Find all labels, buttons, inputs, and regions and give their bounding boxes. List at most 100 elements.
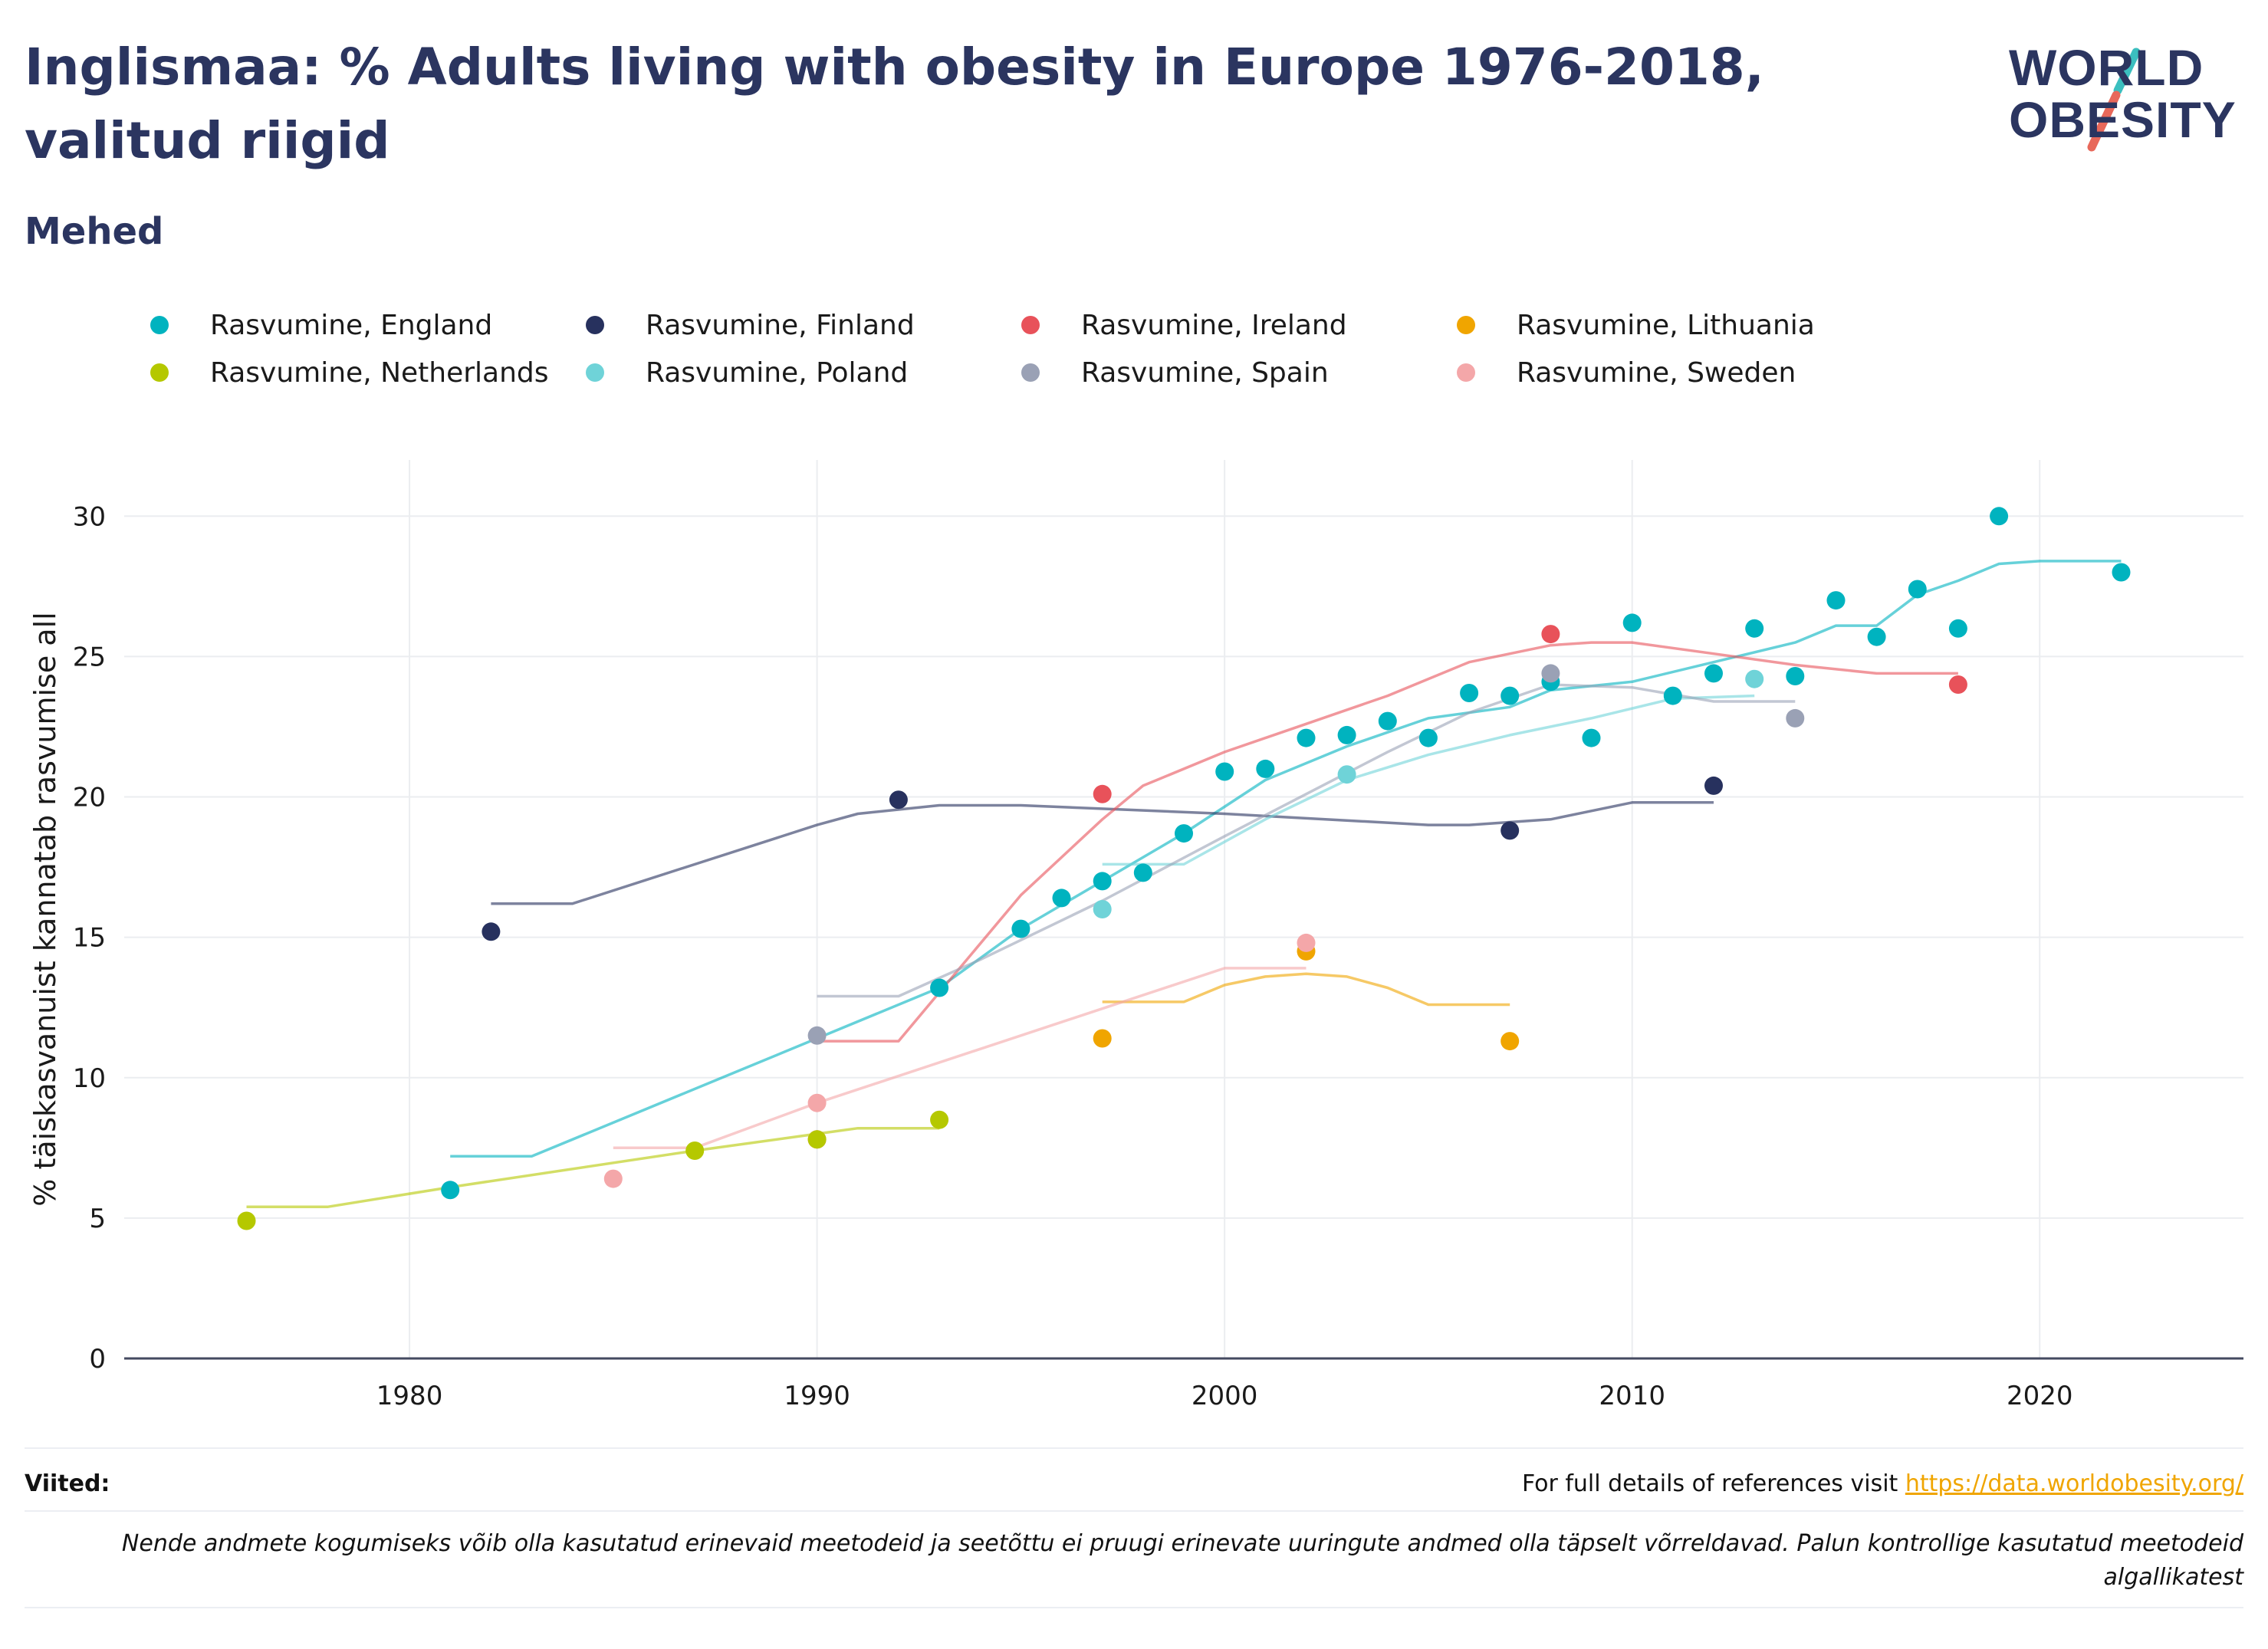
data-point [1175, 824, 1193, 843]
legend-item[interactable]: Rasvumine, Netherlands [150, 351, 549, 394]
data-point [930, 978, 949, 997]
data-point [1133, 863, 1152, 882]
data-point [1093, 900, 1112, 918]
series-trend-line [1102, 694, 1755, 866]
data-point [1500, 686, 1520, 705]
methods-note: Nende andmete kogumiseks võib olla kasut… [121, 1530, 2243, 1591]
legend-item[interactable]: Rasvumine, Sweden [1457, 351, 1796, 394]
data-point [1948, 675, 1967, 694]
data-point [1337, 765, 1356, 784]
legend-label: Rasvumine, Poland [646, 356, 909, 389]
y-tick-label: 30 [73, 501, 106, 532]
logo-slash-icon [2087, 48, 2141, 152]
data-point [1093, 1029, 1112, 1048]
data-point [1052, 889, 1071, 908]
legend-item[interactable]: Rasvumine, Lithuania [1457, 304, 1815, 347]
legend-label: Rasvumine, Finland [646, 309, 915, 341]
legend-label: Rasvumine, Ireland [1081, 309, 1347, 341]
data-point [1337, 725, 1356, 744]
legend-dot-icon [150, 363, 169, 382]
x-tick-label: 1980 [376, 1381, 443, 1411]
data-point [603, 1169, 623, 1188]
logo-text-obesity: OBESITY [2009, 91, 2237, 148]
data-point [1704, 664, 1723, 683]
legend-dot-icon [586, 316, 604, 334]
x-tick-label: 1990 [784, 1381, 850, 1411]
data-point [441, 1181, 460, 1200]
data-point [1745, 669, 1764, 688]
data-point [889, 790, 908, 810]
legend-item[interactable]: Rasvumine, England [150, 304, 492, 347]
world-obesity-logo[interactable]: WORLD OBESITY [1994, 31, 2247, 161]
data-point [1093, 872, 1112, 891]
legend-item[interactable]: Rasvumine, Poland [586, 351, 908, 394]
series-trend-line [613, 967, 1307, 1150]
data-point [1622, 613, 1642, 632]
references-prefix: For full details of references visit [1521, 1470, 1905, 1497]
chart-subtitle: Mehed [25, 210, 164, 253]
data-point [1500, 821, 1520, 840]
y-tick-label: 10 [73, 1063, 106, 1094]
x-tick-label: 2010 [1599, 1381, 1665, 1411]
divider-bottom [25, 1607, 2243, 1608]
legend-dot-icon [150, 316, 169, 334]
logo-text-world: WORLD [2009, 39, 2204, 96]
x-tick-label: 2000 [1192, 1381, 1258, 1411]
data-point [1297, 933, 1316, 952]
data-point [1990, 507, 2009, 526]
legend-label: Rasvumine, England [210, 309, 493, 341]
data-point [807, 1026, 827, 1045]
data-point [2112, 563, 2131, 582]
data-point [1256, 759, 1275, 778]
legend-item[interactable]: Rasvumine, Ireland [1021, 304, 1347, 347]
y-tick-label: 0 [89, 1344, 106, 1375]
data-point [1541, 664, 1560, 683]
data-point [1867, 627, 1886, 646]
data-point [1378, 711, 1397, 731]
series-trend-line [817, 641, 1958, 1043]
y-tick-label: 25 [73, 642, 106, 672]
data-point [1297, 728, 1316, 747]
x-tick-label: 2020 [2007, 1381, 2073, 1411]
chart-legend: Rasvumine, England Rasvumine, Finland Rasv… [150, 304, 2067, 411]
data-point [930, 1110, 949, 1129]
series-trend-line [491, 801, 1714, 905]
divider-top [25, 1447, 2243, 1449]
data-point [1093, 784, 1112, 803]
data-point [807, 1130, 827, 1149]
data-point [1541, 625, 1560, 644]
data-point [1460, 684, 1479, 702]
y-tick-label: 5 [89, 1204, 106, 1234]
legend-dot-icon [586, 363, 604, 382]
data-point [685, 1141, 705, 1160]
legend-item[interactable]: Rasvumine, Spain [1021, 351, 1329, 394]
legend-item[interactable]: Rasvumine, Finland [586, 304, 915, 347]
data-point [1704, 776, 1723, 795]
legend-label: Rasvumine, Lithuania [1517, 309, 1815, 341]
legend-label: Rasvumine, Sweden [1517, 356, 1796, 389]
data-point [807, 1093, 827, 1112]
references-link[interactable]: https://data.worldobesity.org/ [1905, 1470, 2243, 1497]
series-trend-line [1102, 972, 1510, 1007]
data-point [1948, 619, 1967, 638]
data-point [1011, 919, 1030, 938]
legend-dot-icon [1457, 316, 1475, 334]
data-point [1663, 686, 1682, 705]
y-axis-label: % täiskasvanuist kannatab rasvumise all [28, 612, 62, 1206]
data-point [1745, 619, 1764, 638]
divider-middle [25, 1510, 2243, 1512]
references-text: For full details of references visit htt… [1522, 1470, 2243, 1497]
references-label: Viited: [25, 1470, 110, 1497]
chart-title: Inglismaa: % Adults living with obesity … [25, 38, 1764, 170]
legend-dot-icon [1021, 316, 1040, 334]
data-point [1582, 728, 1601, 747]
legend-dot-icon [1021, 363, 1040, 382]
data-point [1786, 708, 1805, 728]
data-point [1418, 728, 1438, 747]
legend-dot-icon [1457, 363, 1475, 382]
data-point [237, 1211, 256, 1230]
chart-plot: 1980 1990 2000 2010 2020 0 5 10 15 20 25 30 % täiska… [28, 460, 2243, 1411]
data-point [482, 922, 501, 941]
data-point [1215, 762, 1234, 781]
data-point [1908, 580, 1927, 599]
